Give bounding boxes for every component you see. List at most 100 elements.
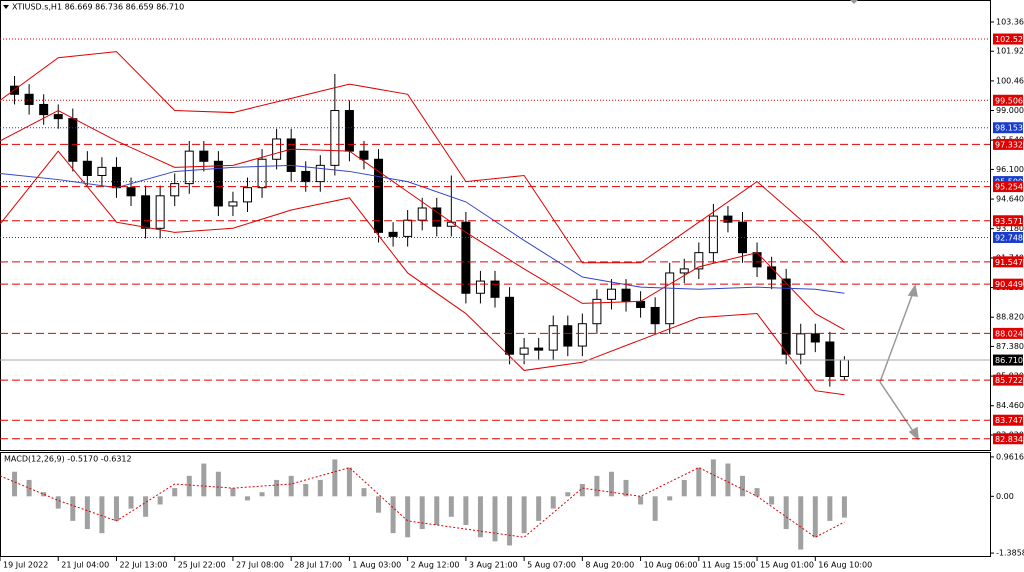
level-label-box [993,94,1023,106]
macd-bar [41,492,47,497]
y-tick-label: 87.380 [996,342,1024,351]
price-panel-frame [0,0,991,451]
macd-bar [740,475,745,497]
indicator-line [0,164,845,294]
candle-body [213,160,223,207]
macd-bar [84,496,90,530]
candle-body [330,110,340,166]
down-arrow-head [908,426,919,441]
macd-bar [463,496,469,525]
candle-body [810,333,820,343]
x-tick-label: 19 Jul 2022 [3,561,48,570]
level-label-box [993,278,1023,290]
candle-body [548,325,558,351]
level-label: 90.449 [995,280,1023,289]
level-label-box [993,215,1023,227]
macd-bar [70,496,76,521]
macd-bar [579,484,585,497]
candle-body [694,252,704,270]
macd-bar [536,496,542,521]
macd-bar [652,496,658,521]
macd-bar [215,471,221,497]
candle-body [767,266,777,280]
macd-bar [623,479,629,497]
candle-body [606,288,616,300]
x-tick-label: 2 Aug 12:00 [411,561,460,570]
macd-bar [812,496,818,538]
candle-body [359,150,369,160]
x-tick-label: 10 Aug 06:00 [644,561,698,570]
x-tick-label: 3 Aug 21:00 [469,561,518,570]
x-tick-label: 22 Jul 13:00 [119,561,167,570]
macd-bar [274,479,280,497]
macd-bar [259,492,265,497]
candle-body [141,195,151,229]
y-tick-label: 96.100 [996,165,1024,174]
level-label-box [993,327,1023,339]
macd-bar [390,496,396,534]
macd-bar [26,479,32,497]
level-label: 102.521 [995,35,1024,44]
level-label: 99.506 [995,96,1023,105]
macd-bar [565,492,571,497]
macd-bar [608,471,614,497]
macd-bar [55,496,61,509]
candle-body [97,166,107,177]
macd-bar [346,467,352,497]
y-tick-label: 94.640 [996,195,1024,204]
y-tick-label: 84.460 [996,401,1024,410]
macd-bar [448,496,454,517]
candle-body [68,118,78,162]
macd-bar [492,496,498,542]
candle-body [650,306,660,325]
level-label-box [993,231,1023,243]
candle-body [825,341,835,378]
candle-body [315,164,325,183]
macd-bar [783,496,789,530]
y-tick-label: 99.000 [996,106,1024,115]
level-label: 92.748 [995,233,1023,242]
macd-bar [638,496,644,505]
candle-body [53,114,63,120]
x-tick-label: 8 Aug 20:00 [585,561,634,570]
candle-body [272,138,282,160]
macd-bar [507,496,513,546]
macd-bar [521,496,527,534]
macd-bar [113,496,119,521]
macd-bar [157,496,163,505]
macd-bar [288,475,294,497]
candle-body [170,183,180,197]
level-label-box [993,33,1023,45]
candle-body [199,150,209,162]
x-tick-label: 28 Jul 17:00 [294,561,342,570]
candle-body [374,158,384,233]
x-tick-label: 1 Aug 03:00 [352,561,401,570]
candle-body [752,252,762,268]
candle-body [417,207,427,221]
candle-body [243,187,252,203]
y-tick-label: 100.460 [996,76,1024,85]
macd-bar [128,496,134,509]
level-label: 91.547 [995,258,1023,267]
candle-body [592,298,602,325]
macd-bar [827,496,833,521]
candle-body [621,288,631,302]
macd-bar [594,475,600,497]
symbol-menu-arrow[interactable] [3,5,9,9]
candle-body [563,325,573,347]
up-arrow-head [907,284,918,297]
macd-bar [419,496,425,530]
level-label: 82.834 [995,435,1023,444]
y-tick-label: 93.180 [996,224,1024,233]
macd-bar [230,488,236,497]
y-tick-label: 0.00 [996,492,1014,501]
level-label: 98.153 [995,124,1023,133]
macd-title: MACD(12,26,9) -0.5170 -0.6312 [4,455,132,464]
level-label-box [993,181,1023,193]
y-tick-label: 0.9616 [996,452,1024,461]
chart-title: XTIUSD.s,H1 86.669 86.736 86.659 86.710 [12,3,184,12]
macd-bar [376,496,382,513]
candle-body [111,166,121,189]
